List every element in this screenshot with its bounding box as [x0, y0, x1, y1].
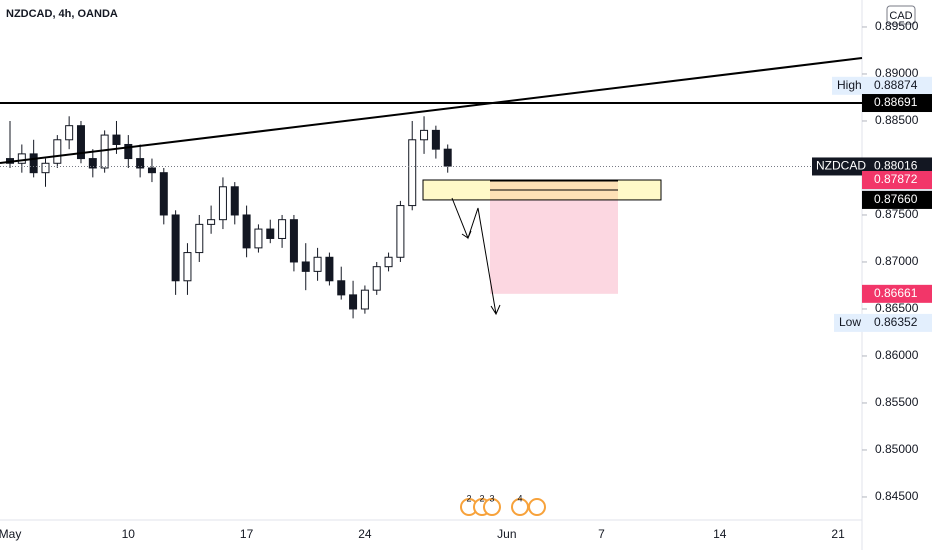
y-tick-label: 0.89000: [875, 66, 919, 80]
candle-body: [76, 125, 85, 160]
high-label: 0.88874: [874, 78, 918, 92]
target-box: [490, 180, 618, 294]
candle-body: [242, 214, 251, 249]
candle-body: [136, 158, 145, 169]
ticks: 0.84500 0.85000 0.85500 0.86000 0.86500 0.870…: [0, 19, 919, 541]
candle-body: [171, 214, 180, 282]
candle-body: [337, 280, 346, 296]
candle-body: [325, 256, 334, 282]
x-tick-label: 10: [122, 527, 136, 541]
y-tick-label: 0.86500: [875, 301, 919, 315]
zone-top-label: 0.87872: [874, 172, 918, 186]
candle-body: [349, 294, 358, 310]
y-tick-label: 0.88500: [875, 113, 919, 127]
plot: [6, 116, 452, 319]
y-tick-label: 0.86000: [875, 348, 919, 362]
low-name: Low: [839, 315, 861, 329]
candle-body: [372, 266, 381, 291]
symbol-name: NZDCAD: [816, 159, 866, 173]
candle-body: [65, 125, 74, 141]
candle-body: [17, 153, 26, 164]
projection-arrow: [451, 197, 501, 316]
candle-body: [360, 289, 369, 310]
trend-line: [0, 57, 863, 164]
last-price-tag: [862, 157, 932, 176]
y-tick-label: 0.85000: [875, 442, 919, 456]
low-label: 0.86352: [874, 315, 918, 329]
y-tick-label: 0.85500: [875, 395, 919, 409]
candle-body: [183, 252, 192, 282]
candle-body: [301, 261, 310, 272]
target-label: 0.86661: [874, 286, 918, 300]
high-tag: [862, 76, 932, 95]
y-tick-label: 0.84500: [875, 489, 919, 503]
candle-body: [41, 162, 50, 174]
target-tag: [862, 284, 932, 303]
price-tags: 0.88874 High 0.86352 Low 0.88691 0.88016 NZDCA…: [812, 76, 932, 332]
candle-body: [218, 186, 227, 221]
event-count: 2: [466, 493, 471, 503]
x-tick-label: May: [0, 527, 21, 541]
event-badge: [528, 498, 546, 516]
zone-bottom-tag: [862, 190, 932, 209]
x-tick-label: 7: [598, 527, 605, 541]
candle-body: [431, 129, 440, 150]
x-tick-label: 14: [713, 527, 727, 541]
candle-body: [53, 139, 62, 164]
y-tick-label: 0.89500: [875, 19, 919, 33]
x-tick-label: 21: [831, 527, 845, 541]
zone-top-tag: [862, 171, 932, 190]
event-count: 4: [517, 493, 522, 503]
candle-body: [159, 172, 168, 216]
high-name-tag: [832, 76, 862, 95]
candle-body: [195, 223, 204, 254]
last-price-label: 0.88016: [874, 159, 918, 173]
high-name: High: [837, 78, 862, 92]
resistance-tag: [862, 94, 932, 113]
currency-button[interactable]: [886, 5, 916, 25]
symbol-tag: [812, 157, 862, 176]
candle-body: [289, 219, 298, 263]
event-count: 3: [489, 493, 494, 503]
x-tick-label: 17: [240, 527, 254, 541]
candle-body: [112, 134, 121, 145]
candle-body: [29, 153, 38, 174]
y-tick-label: 0.87500: [875, 207, 919, 221]
candle-body: [207, 219, 216, 225]
candle-body: [313, 256, 322, 272]
candle-body: [396, 205, 405, 258]
event-badge: [483, 498, 501, 516]
currency-label[interactable]: CAD: [889, 10, 912, 22]
x-tick-label: 24: [358, 527, 372, 541]
resistance-label: 0.88691: [874, 95, 918, 109]
event-count: 2: [479, 493, 484, 503]
candle-body: [278, 219, 287, 239]
candle-body: [420, 129, 429, 141]
chart-title: NZDCAD, 4h, OANDA: [6, 8, 118, 20]
low-name-tag: [834, 313, 862, 332]
y-tick-label: 0.87000: [875, 254, 919, 268]
candle-body: [124, 143, 133, 160]
candle-body: [88, 158, 97, 169]
low-tag: [862, 313, 932, 332]
zone-bottom-label: 0.87660: [874, 192, 918, 206]
candle-body: [384, 256, 393, 268]
x-tick-label: Jun: [497, 527, 516, 541]
candle-body: [443, 148, 452, 167]
candle-body: [147, 167, 156, 174]
candle-body: [408, 139, 417, 207]
candle-body: [266, 228, 275, 239]
candle-body: [230, 186, 239, 216]
candle-body: [254, 228, 263, 249]
